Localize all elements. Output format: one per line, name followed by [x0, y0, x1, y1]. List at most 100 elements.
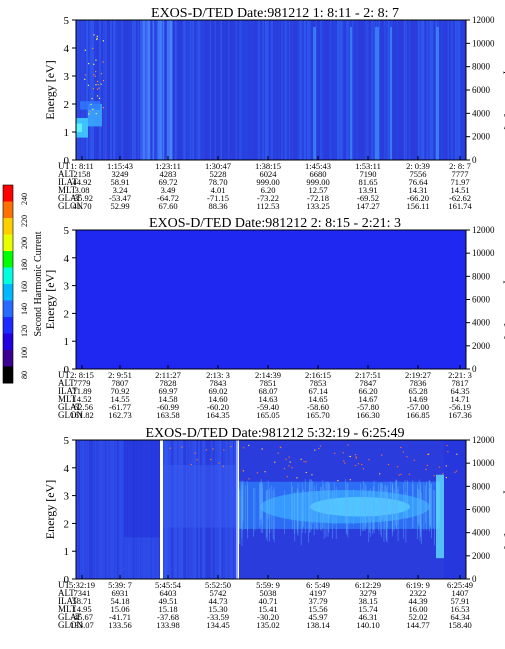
band-texture	[391, 483, 393, 533]
streak	[83, 440, 85, 579]
streak	[417, 20, 420, 160]
band-texture	[332, 490, 333, 539]
speckle	[93, 63, 95, 65]
band-texture	[267, 480, 269, 519]
speckle	[212, 448, 214, 450]
y-axis-label: Energy [eV]	[43, 480, 57, 539]
table-cell: -57.00	[407, 402, 429, 412]
streak	[310, 20, 312, 160]
band-texture	[381, 482, 382, 538]
streak	[228, 20, 230, 160]
streak	[262, 20, 264, 160]
y2-tick-label: 0	[472, 155, 477, 165]
speckle	[96, 95, 99, 97]
table-cell: 6680	[310, 169, 327, 179]
y2-axis-label: Temperature [K]	[503, 50, 505, 130]
streak	[155, 20, 157, 160]
band-texture	[346, 483, 348, 535]
speckle	[196, 459, 198, 461]
streak	[457, 20, 459, 160]
streak	[86, 20, 89, 160]
table-cell: 1407	[452, 588, 469, 598]
band-texture	[269, 489, 270, 542]
table-cell: 44.39	[408, 596, 427, 606]
band-texture	[323, 484, 325, 522]
streak	[286, 20, 289, 160]
panel-1: EXOS-D/TED Date:981212 1: 8:11 - 2: 8: 7…	[43, 6, 505, 211]
table-cell: 165.70	[306, 410, 329, 420]
table-cell: -58.60	[307, 402, 329, 412]
band-texture	[434, 490, 435, 546]
band-texture	[241, 490, 243, 546]
band-texture	[239, 491, 241, 544]
colorbar-swatch	[3, 251, 13, 268]
table-cell: 158.40	[448, 620, 471, 630]
band-texture	[323, 489, 325, 540]
streak	[386, 20, 388, 160]
y-tick-label: 4	[64, 253, 70, 265]
y2-tick-label: 2000	[472, 551, 491, 561]
band-texture	[419, 489, 421, 542]
y-tick-label: 1	[64, 336, 70, 348]
streak	[100, 20, 102, 160]
y-tick-label: 5	[64, 435, 70, 447]
y-axis-label: Energy [eV]	[43, 60, 57, 119]
table-cell: 7779	[74, 378, 91, 388]
band-texture	[364, 482, 366, 529]
speckle	[357, 463, 360, 465]
colorbar-swatch	[3, 300, 13, 318]
streak	[118, 440, 121, 579]
band-texture	[312, 481, 314, 525]
speckle	[300, 458, 302, 460]
band-texture	[406, 481, 408, 519]
speckle	[84, 49, 86, 51]
y2-tick-label: 0	[472, 364, 477, 374]
y-tick-label: 3	[64, 281, 70, 293]
streak	[346, 20, 349, 160]
speckle	[87, 84, 90, 86]
streak	[284, 20, 286, 160]
row-label-ut: UT	[58, 370, 70, 380]
spectrogram-background	[76, 230, 466, 369]
table-cell: -66.20	[407, 193, 429, 203]
table-cell: -73.22	[257, 193, 279, 203]
y-tick-label: 0	[64, 155, 70, 167]
speckle	[433, 475, 435, 477]
band-texture	[432, 489, 434, 528]
colorbar-frame	[2, 184, 14, 384]
speckle	[96, 35, 98, 37]
table-cell: 5:52:50	[205, 580, 231, 590]
row-label-ut: UT	[58, 580, 70, 590]
colorbar-swatch	[3, 366, 13, 384]
streak	[113, 440, 115, 579]
table-cell: 64.34	[450, 612, 470, 622]
row-label-mlt: MLT	[58, 394, 77, 404]
band-texture	[404, 479, 406, 517]
streak	[94, 440, 96, 579]
table-cell: 5228	[210, 169, 227, 179]
speckle	[442, 473, 444, 475]
table-cell: 140.10	[356, 620, 379, 630]
spectrogram-body	[76, 230, 466, 369]
speckle	[305, 461, 307, 463]
table-cell: 2158	[74, 169, 91, 179]
streak	[303, 20, 306, 160]
streak	[153, 20, 156, 160]
speckle	[361, 463, 363, 465]
table-cell: 67.60	[158, 201, 177, 211]
streak	[183, 20, 186, 160]
table-cell: -41.71	[109, 612, 131, 622]
table-cell: 76.64	[408, 177, 428, 187]
bright-streak	[145, 20, 147, 160]
band-texture	[386, 486, 387, 542]
streak	[297, 20, 300, 160]
table-cell: 66.20	[358, 386, 377, 396]
streak	[352, 20, 354, 160]
table-cell: -57.80	[357, 402, 379, 412]
speckle	[347, 444, 349, 446]
y-tick-label: 1	[64, 127, 70, 139]
band-texture	[365, 485, 367, 527]
streak	[329, 20, 331, 160]
table-cell: 166.85	[406, 410, 429, 420]
speckle	[368, 459, 370, 461]
